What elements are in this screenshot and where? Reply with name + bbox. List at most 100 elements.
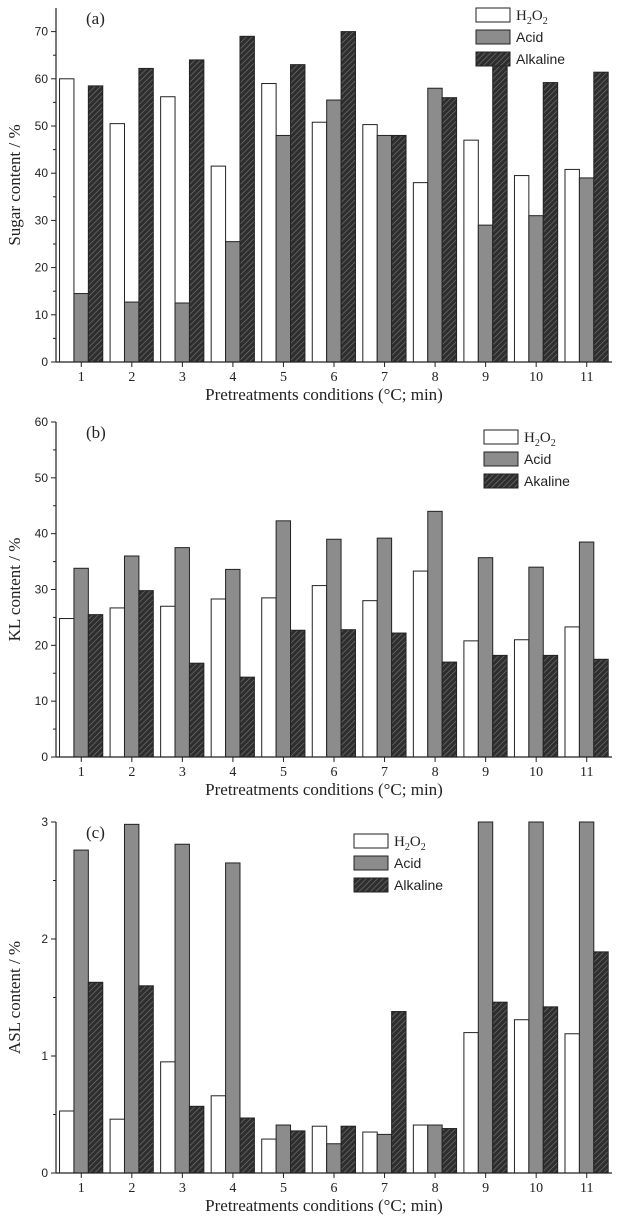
bar-acid-3 — [174, 547, 190, 758]
legend-swatch — [483, 473, 519, 489]
panel-label: (c) — [86, 823, 105, 842]
x-tick-label: 11 — [580, 370, 593, 385]
bar-acid-10 — [528, 821, 544, 1174]
bar-acid-7 — [376, 134, 393, 363]
x-tick-label: 5 — [280, 1181, 287, 1196]
bar-acid-7 — [376, 537, 393, 758]
x-tick-label: 3 — [179, 765, 186, 780]
bar-h2o2-3 — [160, 1061, 176, 1174]
bar-h2o2-2 — [109, 1118, 125, 1174]
bar-acid-7 — [376, 1133, 393, 1174]
bar-acid-11 — [578, 821, 595, 1174]
y-tick-label: 0 — [41, 1166, 48, 1180]
bar-h2o2-9 — [463, 1032, 479, 1174]
chart-panel-2: 0 10 20 30 40 50 60 1 2 3 4 5 6 7 8 9 10 11 Pretreatments … — [5, 415, 612, 799]
bar-alkaline-1 — [87, 85, 104, 363]
legend-swatch — [353, 877, 389, 893]
legend-swatch — [483, 451, 519, 467]
bar-h2o2-8 — [412, 1124, 429, 1174]
chart-panel-3: 0 1 2 3 1 2 3 4 5 6 7 8 9 10 11 Pretreatments condition… — [5, 815, 612, 1215]
bar-h2o2-7 — [362, 1131, 378, 1174]
bar-acid-5 — [275, 520, 292, 758]
bar-alkaline-4 — [239, 1117, 255, 1174]
bar-alkaline-2 — [138, 985, 154, 1174]
x-tick-label: 11 — [580, 1181, 593, 1196]
x-tick-label: 7 — [381, 765, 388, 780]
x-axis-title: Pretreatments conditions (°C; min) — [205, 385, 443, 404]
y-axis-title: KL content / % — [5, 538, 24, 642]
bar-h2o2-1 — [59, 78, 75, 363]
bar-acid-2 — [123, 823, 140, 1174]
bar-acid-1 — [73, 567, 89, 758]
bar-h2o2-10 — [513, 175, 530, 363]
y-tick-label: 2 — [41, 932, 48, 946]
bar-h2o2-4 — [210, 598, 227, 758]
bar-h2o2-3 — [160, 605, 176, 758]
bar-acid-9 — [477, 224, 494, 363]
legend-swatch — [475, 7, 511, 23]
bar-acid-2 — [123, 301, 140, 363]
bar-akaline-1 — [87, 614, 104, 758]
y-tick-label: 20 — [35, 261, 49, 275]
bar-acid-5 — [275, 1124, 292, 1174]
bar-h2o2-7 — [362, 600, 378, 758]
legend-label: Akaline — [524, 473, 570, 489]
y-tick-label: 20 — [35, 638, 49, 652]
bar-h2o2-6 — [311, 121, 328, 363]
legend-swatch — [353, 833, 389, 849]
x-tick-label: 8 — [432, 765, 439, 780]
bar-alkaline-4 — [239, 35, 255, 363]
x-tick-label: 1 — [78, 370, 85, 385]
bar-akaline-6 — [340, 629, 356, 758]
x-tick-label: 10 — [529, 370, 543, 385]
bar-akaline-4 — [239, 676, 255, 758]
bar-akaline-3 — [188, 662, 205, 758]
bar-acid-8 — [427, 510, 443, 758]
bar-h2o2-4 — [210, 1095, 227, 1174]
y-axis-title: ASL content / % — [5, 941, 24, 1054]
x-tick-label: 11 — [580, 765, 593, 780]
x-tick-label: 2 — [128, 765, 135, 780]
bar-alkaline-9 — [492, 59, 508, 363]
bar-acid-5 — [275, 134, 292, 363]
bar-alkaline-3 — [188, 59, 205, 363]
x-tick-label: 8 — [432, 1181, 439, 1196]
legend: H2O2 Acid Alkaline — [353, 833, 443, 893]
bar-acid-6 — [326, 538, 342, 758]
y-tick-label: 1 — [41, 1049, 48, 1063]
bar-h2o2-3 — [160, 96, 176, 363]
bar-alkaline-2 — [138, 67, 154, 363]
legend-swatch — [353, 855, 389, 871]
bar-h2o2-4 — [210, 165, 227, 363]
bar-h2o2-2 — [109, 123, 125, 363]
bar-acid-8 — [427, 87, 443, 363]
bar-h2o2-5 — [261, 597, 277, 758]
bar-h2o2-6 — [311, 1125, 328, 1174]
bar-acid-4 — [225, 241, 241, 363]
x-tick-label: 6 — [331, 765, 338, 780]
x-tick-label: 3 — [179, 1181, 186, 1196]
y-tick-label: 40 — [35, 527, 49, 541]
legend-label: H2O2 — [394, 834, 426, 853]
bar-h2o2-10 — [513, 639, 530, 758]
bar-acid-6 — [326, 1143, 342, 1174]
y-tick-label: 30 — [35, 583, 49, 597]
x-tick-label: 4 — [229, 370, 236, 385]
y-tick-label: 50 — [35, 119, 49, 133]
bar-acid-4 — [225, 568, 241, 758]
x-axis-title: Pretreatments conditions (°C; min) — [205, 1196, 443, 1215]
y-tick-label: 40 — [35, 166, 49, 180]
bar-alkaline-8 — [441, 1128, 458, 1174]
bar-akaline-8 — [441, 661, 458, 758]
y-tick-label: 60 — [35, 72, 49, 86]
bar-akaline-11 — [593, 658, 609, 758]
bar-alkaline-9 — [492, 1001, 508, 1174]
y-tick-label: 10 — [35, 308, 49, 322]
bar-alkaline-7 — [391, 134, 407, 363]
bar-h2o2-9 — [463, 640, 479, 758]
chart-panel-1: 0 10 20 30 40 50 60 70 1 2 3 4 5 6 7 8 9 10 11 Pretreatment… — [5, 7, 612, 404]
x-tick-label: 9 — [482, 1181, 489, 1196]
bar-h2o2-8 — [412, 570, 429, 758]
legend: H2O2 Acid Alkaline — [475, 7, 565, 67]
legend-label: Acid — [516, 29, 543, 45]
